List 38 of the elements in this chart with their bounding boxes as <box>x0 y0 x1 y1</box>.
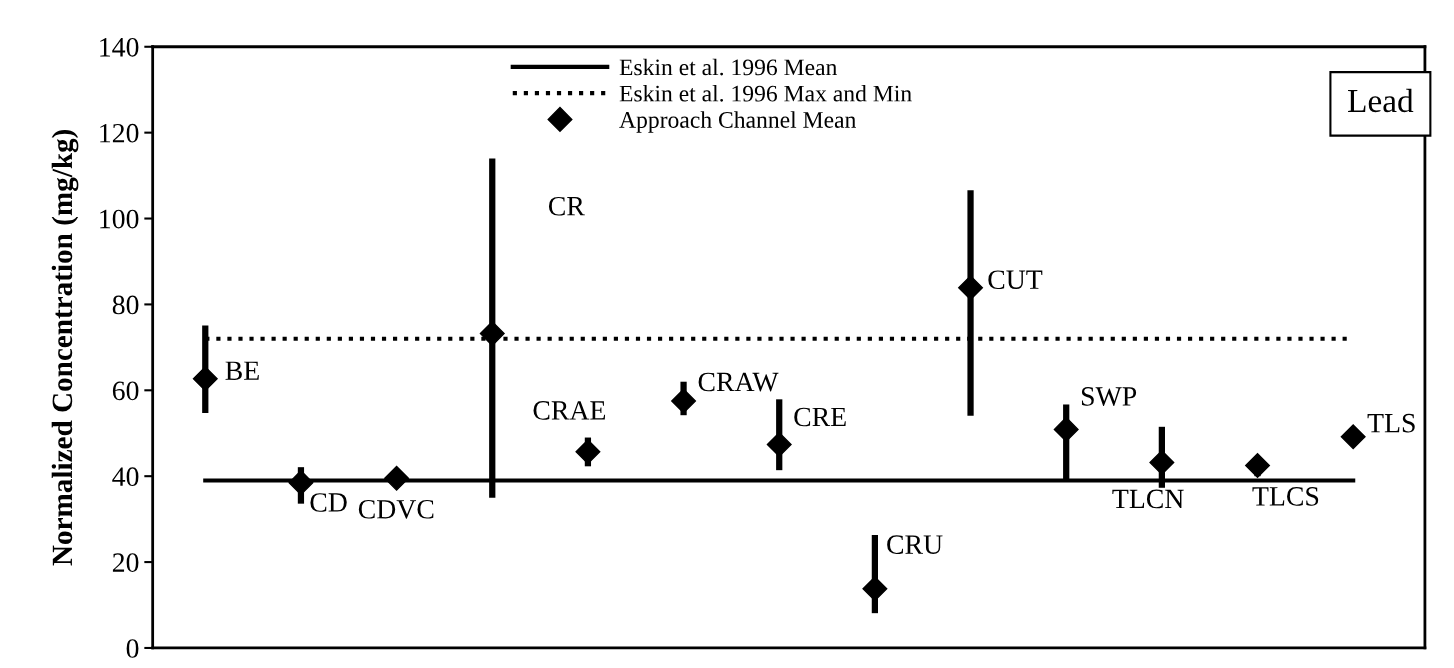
annotation: BE <box>225 361 259 380</box>
point <box>766 431 792 457</box>
legend-label: Approach Channel Mean <box>619 111 856 133</box>
point <box>958 275 984 301</box>
point <box>671 388 697 414</box>
annotation: TLCS <box>1252 487 1319 506</box>
annotation: CUT <box>988 270 1043 290</box>
point <box>1245 452 1270 478</box>
y-tick-label: 80 <box>112 295 139 315</box>
point <box>384 465 410 491</box>
annotation: Lead <box>1348 88 1414 113</box>
point <box>1149 449 1175 475</box>
legend-label: Eskin et al. 1996 Mean <box>619 58 838 76</box>
y-axis-title: Normalized Concentration (mg/kg) <box>51 129 79 566</box>
annotation: CRU <box>887 535 943 554</box>
annotation: CRAW <box>698 372 779 392</box>
annotation: CR <box>548 196 585 216</box>
y-tick-label: 60 <box>112 381 139 401</box>
point <box>862 576 888 602</box>
annotation: CDVC <box>358 499 434 519</box>
point <box>479 321 505 347</box>
y-tick-label: 20 <box>112 553 139 572</box>
annotation: TLS <box>1367 413 1415 433</box>
point <box>1340 424 1366 450</box>
annotation: CD <box>310 493 347 512</box>
y-tick-label: 40 <box>112 467 139 487</box>
y-tick-label: 140 <box>100 37 139 57</box>
y-tick-label: 120 <box>100 123 139 143</box>
annotation: TLCN <box>1112 489 1184 509</box>
y-tick-label: 0 <box>126 639 139 658</box>
point <box>192 366 218 392</box>
annotation: SWP <box>1081 387 1137 406</box>
point <box>575 439 601 465</box>
annotation: CRE <box>794 407 846 427</box>
legend-label: Eskin et al. 1996 Max and Min <box>619 84 912 102</box>
y-tick-label: 100 <box>100 209 139 229</box>
point <box>1053 416 1079 442</box>
annotation: CRAE <box>533 401 606 420</box>
